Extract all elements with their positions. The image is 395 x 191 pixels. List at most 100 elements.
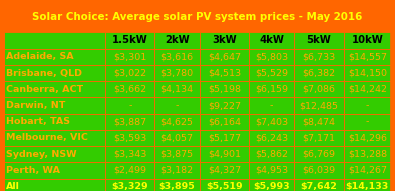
Text: $14,267: $14,267 [348,166,387,175]
Bar [199,114,249,130]
Bar [294,130,344,146]
Bar [294,146,344,162]
Text: $4,057: $4,057 [161,134,194,142]
Text: $6,243: $6,243 [255,134,288,142]
Text: -: - [366,101,369,110]
Bar [199,146,249,162]
Bar [294,114,344,130]
Text: $5,862: $5,862 [255,150,288,159]
Bar [199,65,249,81]
Bar [199,81,249,97]
Text: $3,616: $3,616 [160,52,194,61]
Text: $14,150: $14,150 [348,69,387,78]
Text: $6,159: $6,159 [255,85,288,94]
Text: $13,288: $13,288 [348,150,387,159]
Bar [154,81,199,97]
Bar [4,65,105,81]
Text: Hobart, TAS: Hobart, TAS [6,117,70,126]
Text: $4,953: $4,953 [255,166,288,175]
Text: $4,513: $4,513 [208,69,241,78]
Bar [154,179,199,191]
Bar [154,65,199,81]
Text: $6,039: $6,039 [303,166,336,175]
Text: $6,164: $6,164 [208,117,241,126]
Text: $5,803: $5,803 [255,52,288,61]
FancyBboxPatch shape [4,2,391,32]
Bar [4,179,105,191]
Text: $7,086: $7,086 [303,85,335,94]
Text: 3kW: 3kW [212,35,237,45]
Text: $7,171: $7,171 [303,134,335,142]
Bar [294,81,344,97]
Text: $4,327: $4,327 [208,166,241,175]
Bar [154,130,199,146]
Bar [105,179,154,191]
Bar [4,97,105,114]
Text: All: All [6,182,20,191]
Bar [4,162,105,179]
Text: Adelaide, SA: Adelaide, SA [6,52,74,61]
Bar [294,65,344,81]
Text: $8,474: $8,474 [303,117,335,126]
Bar [4,81,105,97]
Text: $3,301: $3,301 [113,52,147,61]
Bar [344,130,391,146]
Text: Solar Choice: Average solar PV system prices - May 2016: Solar Choice: Average solar PV system pr… [32,12,363,22]
Bar [105,32,154,49]
Text: Sydney, NSW: Sydney, NSW [6,150,77,159]
Text: $14,557: $14,557 [348,52,387,61]
Text: $3,182: $3,182 [160,166,194,175]
Text: 1.5kW: 1.5kW [112,35,148,45]
Bar [199,97,249,114]
Bar [154,97,199,114]
Bar [344,114,391,130]
Bar [154,114,199,130]
Bar [105,97,154,114]
Text: Canberra, ACT: Canberra, ACT [6,85,83,94]
Text: $5,519: $5,519 [206,182,243,191]
Bar [105,146,154,162]
Text: 10kW: 10kW [352,35,383,45]
Bar [249,114,294,130]
Text: $3,593: $3,593 [113,134,147,142]
Bar [105,130,154,146]
Text: $2,499: $2,499 [113,166,146,175]
Text: $3,887: $3,887 [113,117,146,126]
Bar [249,65,294,81]
Bar [4,114,105,130]
Bar [294,97,344,114]
Text: $6,382: $6,382 [303,69,336,78]
Bar [199,32,249,49]
Bar [4,49,105,65]
Text: $3,875: $3,875 [160,150,194,159]
Text: -: - [270,101,273,110]
Text: $14,296: $14,296 [348,134,387,142]
Text: $5,198: $5,198 [208,85,241,94]
Text: Darwin, NT: Darwin, NT [6,101,66,110]
Bar [344,179,391,191]
Bar [199,49,249,65]
Text: 5kW: 5kW [307,35,331,45]
Bar [4,32,105,49]
Text: 4kW: 4kW [259,35,284,45]
Bar [249,130,294,146]
Text: $6,769: $6,769 [303,150,335,159]
Bar [249,162,294,179]
Text: $6,733: $6,733 [303,52,336,61]
Bar [344,97,391,114]
Bar [249,179,294,191]
Text: $3,343: $3,343 [113,150,147,159]
Text: $3,022: $3,022 [113,69,146,78]
Bar [105,81,154,97]
Text: $9,227: $9,227 [208,101,241,110]
Text: -: - [366,117,369,126]
Bar [154,162,199,179]
Bar [294,49,344,65]
Text: Brisbane, QLD: Brisbane, QLD [6,69,82,78]
Bar [4,146,105,162]
Text: $3,895: $3,895 [159,182,196,191]
Text: $14,133: $14,133 [346,182,389,191]
Bar [294,179,344,191]
Text: $5,177: $5,177 [208,134,241,142]
Bar [4,130,105,146]
